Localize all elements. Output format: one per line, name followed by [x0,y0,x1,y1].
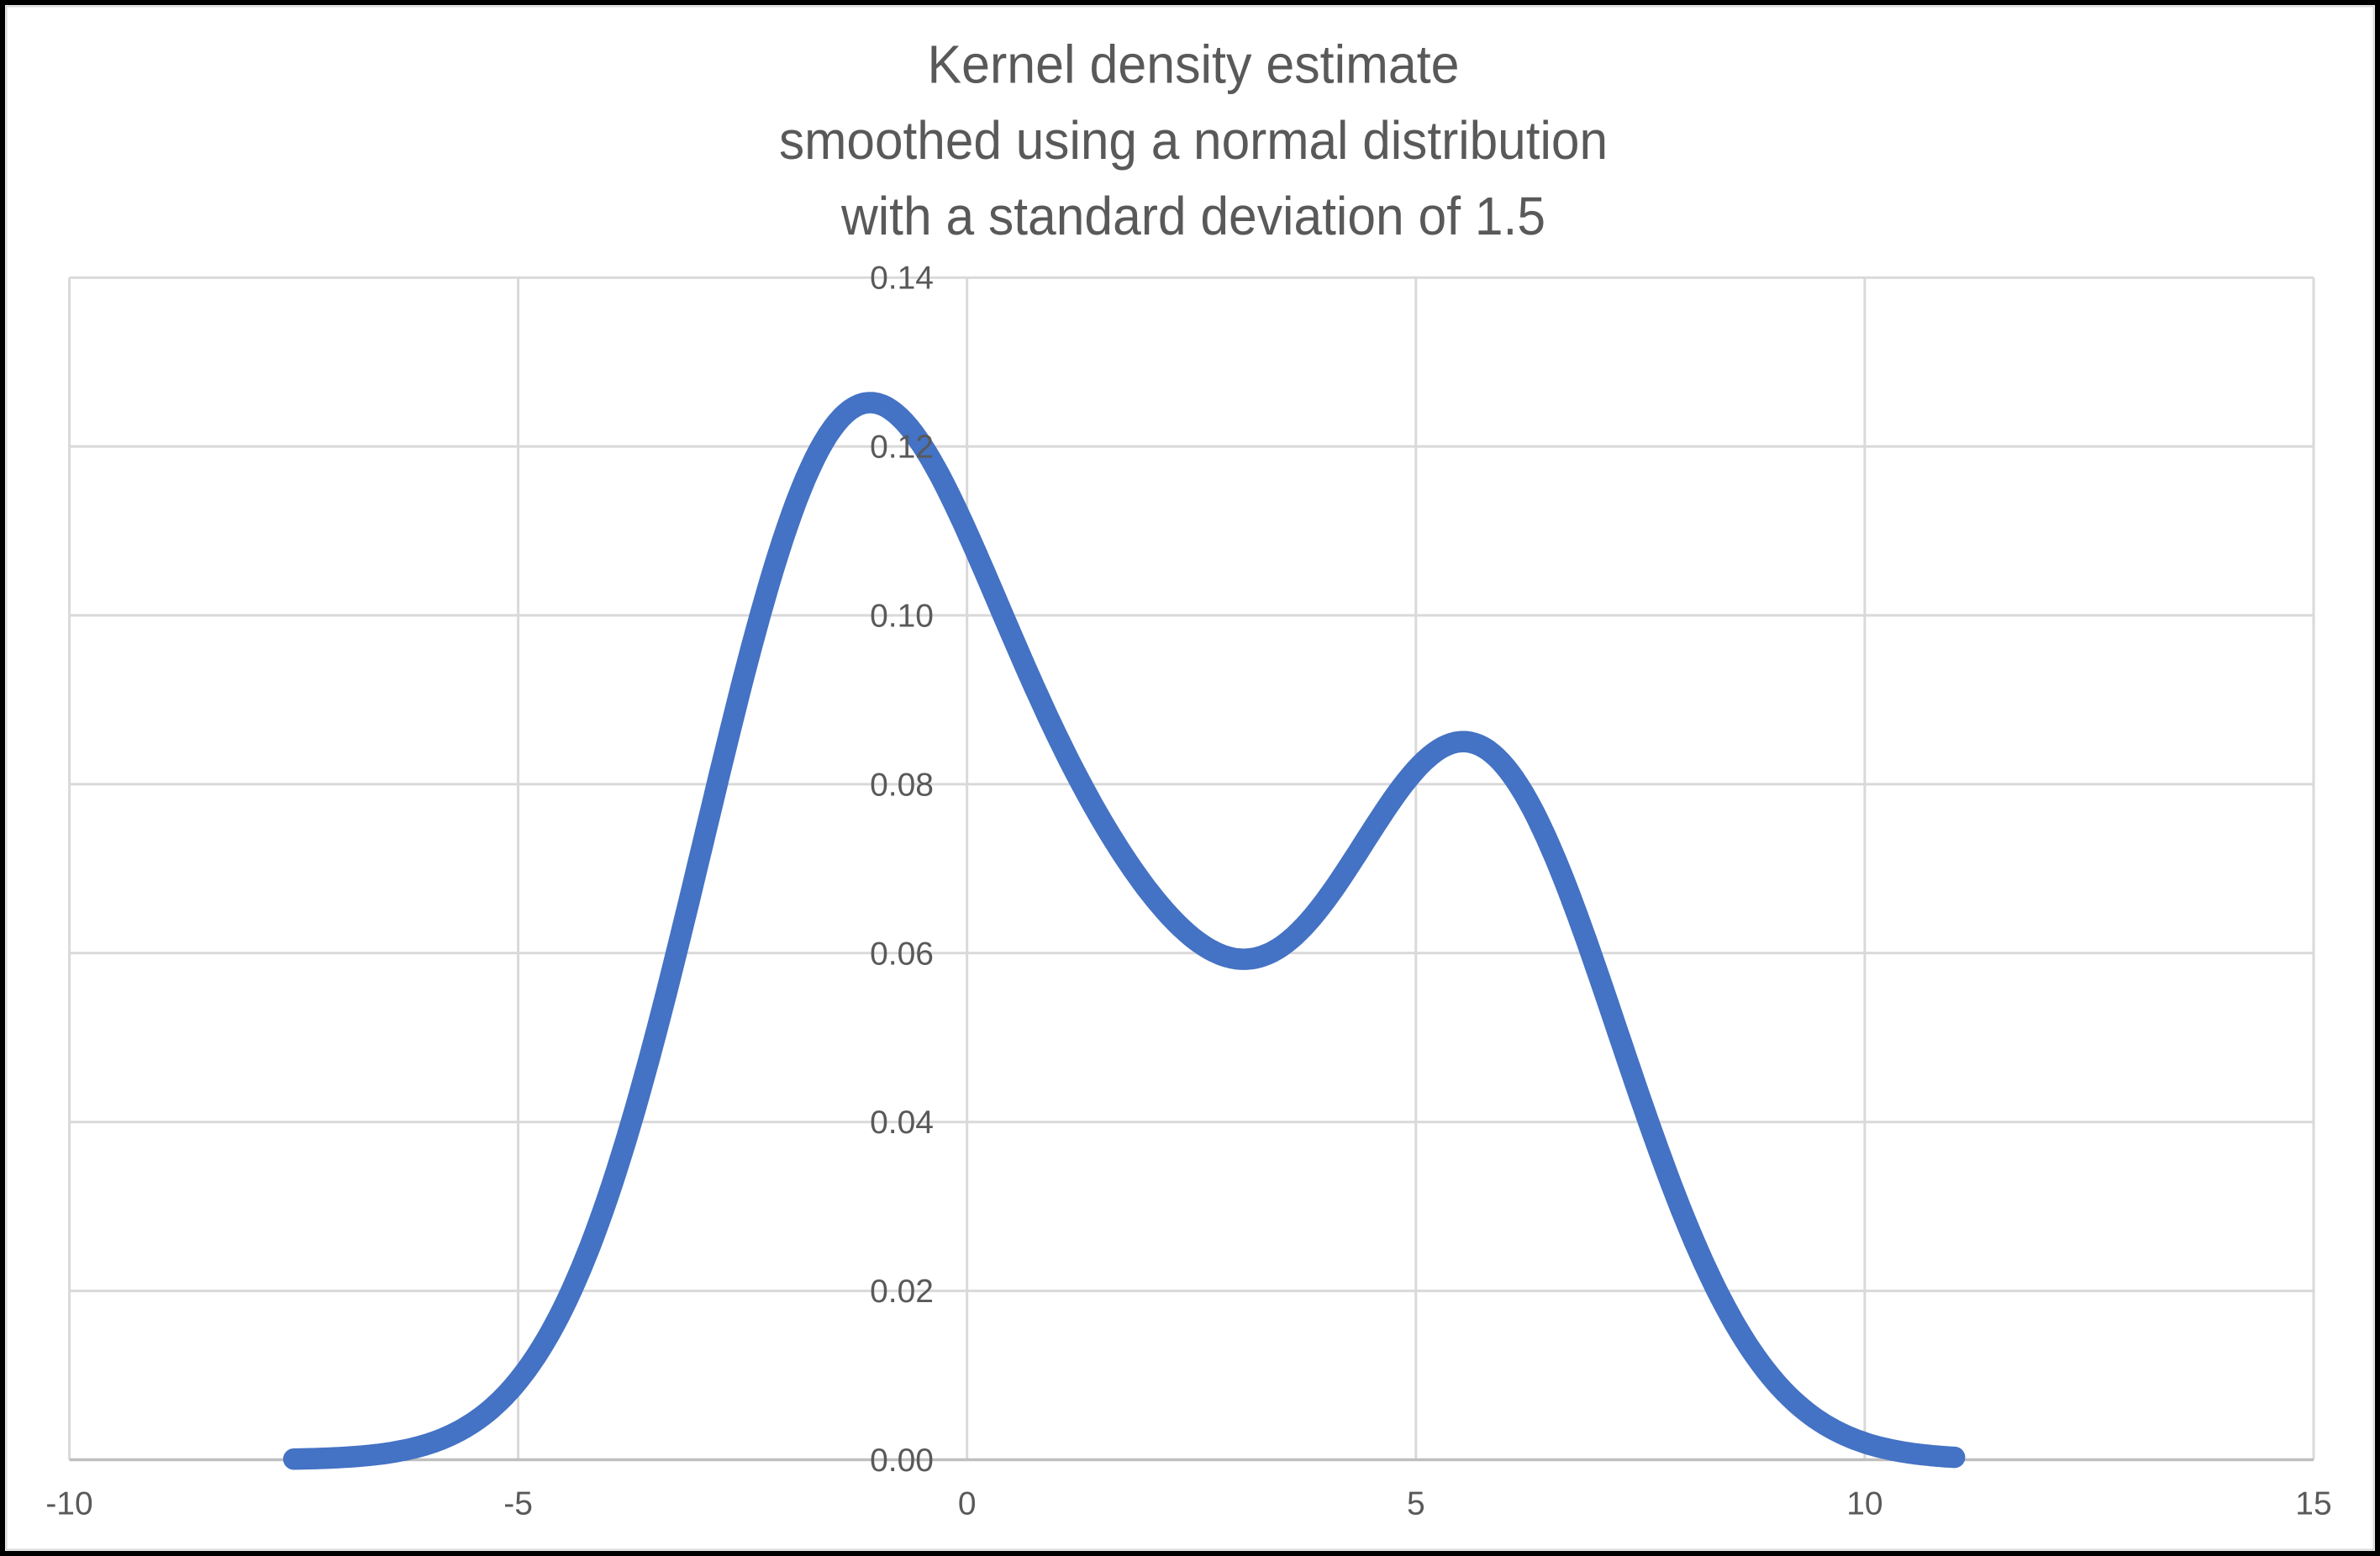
svg-text:0.04: 0.04 [870,1105,934,1141]
svg-text:-10: -10 [45,1486,92,1522]
svg-text:0.10: 0.10 [870,599,934,635]
svg-text:0.12: 0.12 [870,430,934,466]
svg-text:0.14: 0.14 [870,261,934,297]
svg-text:0.02: 0.02 [870,1274,934,1310]
svg-text:5: 5 [1407,1486,1425,1522]
svg-text:0.00: 0.00 [870,1443,934,1479]
svg-text:Kernel density estimate: Kernel density estimate [928,34,1460,95]
svg-text:with a standard deviation of 1: with a standard deviation of 1.5 [840,186,1545,246]
svg-text:0.08: 0.08 [870,767,934,803]
svg-text:15: 15 [2295,1486,2331,1522]
svg-text:smoothed using a normal distri: smoothed using a normal distribution [779,110,1608,171]
svg-text:0.06: 0.06 [870,936,934,972]
svg-text:-5: -5 [503,1486,533,1522]
svg-text:10: 10 [1846,1486,1882,1522]
svg-text:0: 0 [958,1486,977,1522]
